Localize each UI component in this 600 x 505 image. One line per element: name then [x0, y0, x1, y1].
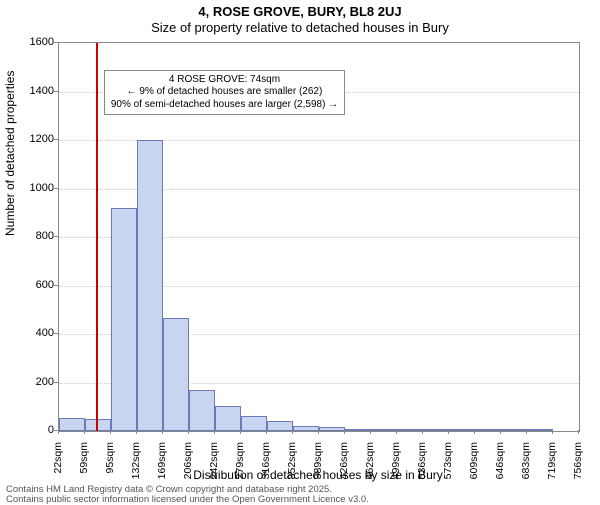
x-tick-label: 95sqm — [104, 442, 116, 492]
x-tick-label: 206sqm — [182, 442, 194, 492]
x-tick-mark — [552, 430, 553, 434]
x-tick-label: 132sqm — [130, 442, 142, 492]
y-tick-mark — [54, 139, 58, 140]
x-tick-label: 22sqm — [52, 442, 64, 492]
y-tick-mark — [54, 42, 58, 43]
y-tick-label: 1600 — [14, 36, 54, 48]
x-tick-label: 462sqm — [364, 442, 376, 492]
histogram-bar — [59, 418, 85, 431]
y-tick-label: 200 — [14, 376, 54, 388]
x-tick-label: 756sqm — [572, 442, 584, 492]
x-tick-mark — [292, 430, 293, 434]
x-tick-mark — [396, 430, 397, 434]
x-tick-label: 169sqm — [156, 442, 168, 492]
annotation-line-2: ← 9% of detached houses are smaller (262… — [111, 86, 338, 99]
histogram-bar — [241, 416, 267, 431]
y-tick-label: 800 — [14, 230, 54, 242]
plot-area: 4 ROSE GROVE: 74sqm← 9% of detached hous… — [58, 42, 580, 432]
y-tick-label: 0 — [14, 424, 54, 436]
y-tick-label: 1000 — [14, 182, 54, 194]
y-tick-mark — [54, 333, 58, 334]
x-tick-label: 279sqm — [234, 442, 246, 492]
histogram-bar — [293, 426, 319, 431]
x-tick-label: 573sqm — [442, 442, 454, 492]
annotation-box: 4 ROSE GROVE: 74sqm← 9% of detached hous… — [104, 70, 345, 116]
x-tick-label: 242sqm — [208, 442, 220, 492]
x-tick-mark — [84, 430, 85, 434]
histogram-bar — [85, 419, 111, 431]
y-tick-label: 1200 — [14, 133, 54, 145]
annotation-line-1: 4 ROSE GROVE: 74sqm — [111, 74, 338, 87]
x-tick-mark — [136, 430, 137, 434]
histogram-bar — [475, 429, 501, 431]
y-tick-mark — [54, 285, 58, 286]
histogram-bar — [215, 406, 241, 431]
y-tick-mark — [54, 91, 58, 92]
chart-container: 4, ROSE GROVE, BURY, BL8 2UJ Size of pro… — [0, 0, 600, 500]
x-tick-mark — [318, 430, 319, 434]
y-tick-label: 400 — [14, 327, 54, 339]
x-tick-label: 426sqm — [338, 442, 350, 492]
x-tick-label: 316sqm — [260, 442, 272, 492]
histogram-bar — [111, 208, 137, 431]
histogram-bar — [501, 429, 527, 431]
y-tick-label: 600 — [14, 279, 54, 291]
x-tick-label: 499sqm — [390, 442, 402, 492]
histogram-bar — [267, 421, 293, 431]
x-tick-label: 719sqm — [546, 442, 558, 492]
x-tick-mark — [240, 430, 241, 434]
histogram-bar — [449, 429, 475, 431]
histogram-bar — [189, 390, 215, 431]
chart-title-sub: Size of property relative to detached ho… — [0, 20, 600, 35]
x-tick-label: 59sqm — [78, 442, 90, 492]
x-tick-mark — [188, 430, 189, 434]
x-tick-mark — [578, 430, 579, 434]
x-tick-mark — [422, 430, 423, 434]
x-tick-label: 609sqm — [468, 442, 480, 492]
histogram-bar — [163, 318, 189, 431]
reference-line — [96, 43, 98, 431]
x-tick-label: 389sqm — [312, 442, 324, 492]
histogram-bar — [319, 427, 345, 431]
x-tick-mark — [370, 430, 371, 434]
histogram-bar — [527, 429, 553, 431]
chart-title-main: 4, ROSE GROVE, BURY, BL8 2UJ — [0, 4, 600, 19]
x-tick-label: 683sqm — [520, 442, 532, 492]
y-tick-mark — [54, 188, 58, 189]
y-tick-label: 1400 — [14, 85, 54, 97]
x-tick-label: 536sqm — [416, 442, 428, 492]
x-tick-mark — [162, 430, 163, 434]
histogram-bar — [397, 429, 423, 431]
y-tick-mark — [54, 236, 58, 237]
x-tick-mark — [214, 430, 215, 434]
histogram-bar — [137, 140, 163, 431]
x-tick-mark — [58, 430, 59, 434]
histogram-bar — [345, 429, 371, 431]
histogram-bar — [371, 429, 397, 431]
x-tick-mark — [344, 430, 345, 434]
x-tick-label: 352sqm — [286, 442, 298, 492]
histogram-bar — [423, 429, 449, 431]
x-tick-mark — [474, 430, 475, 434]
x-tick-mark — [266, 430, 267, 434]
x-tick-mark — [500, 430, 501, 434]
annotation-line-3: 90% of semi-detached houses are larger (… — [111, 99, 338, 112]
x-tick-mark — [526, 430, 527, 434]
y-tick-mark — [54, 382, 58, 383]
x-tick-label: 646sqm — [494, 442, 506, 492]
x-tick-mark — [448, 430, 449, 434]
x-tick-mark — [110, 430, 111, 434]
